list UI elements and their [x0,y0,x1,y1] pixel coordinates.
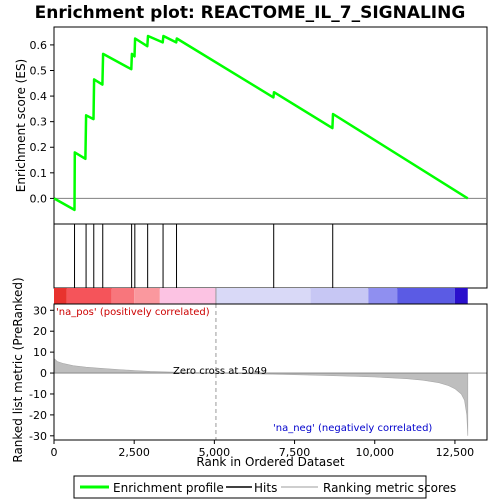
metric-y-axis-label: Ranked list metric (PreRanked) [11,277,25,462]
colorbar-segment [310,288,369,304]
colorbar-segment [397,288,455,304]
metric-y-tick-label: 20 [33,325,47,338]
metric-y-tick-label: 0 [40,367,47,380]
metric-y-tick-label: -10 [29,388,47,401]
metric-y-tick-label: -30 [29,430,47,443]
legend-label-enrichment: Enrichment profile [113,481,224,495]
colorbar-segment [134,288,160,304]
es-y-axis-label: Enrichment score (ES) [14,59,28,192]
colorbar-segment [111,288,135,304]
x-axis-label: Rank in Ordered Dataset [196,455,344,469]
pos-correlated-label: 'na_pos' (positively correlated) [56,307,210,318]
hits-panel [53,223,488,289]
x-tick-label: 2,500 [118,446,150,459]
x-tick-label: 12,500 [436,446,475,459]
colorbar-segment [368,288,398,304]
metric-y-ticks: -30 -20 -10 0 10 20 30 [29,304,54,443]
x-tick-label: 7,500 [279,446,311,459]
metric-y-tick-label: -20 [29,409,47,422]
es-y-tick-label: 0.2 [30,141,48,154]
colorbar-segment [66,288,112,304]
ranking-metric-area [53,357,469,436]
colorbar-segment [159,288,216,304]
metric-y-tick-label: 10 [33,346,47,359]
rank-colorbar [54,288,468,304]
legend-label-hits: Hits [254,481,277,495]
colorbar-segment [454,288,468,304]
metric-plot-frame [53,303,488,441]
x-tick-label: 0 [51,446,58,459]
es-y-tick-label: 0.4 [30,90,48,103]
ranking-metric-fill [53,357,469,436]
enrichment-profile-line [53,34,469,212]
hit-markers [74,224,334,288]
es-y-tick-label: 0.5 [30,64,48,77]
zero-cross-label: Zero cross at 5049 [173,366,267,377]
x-tick-label: 10,000 [355,446,394,459]
es-y-tick-label: 0.0 [30,192,48,205]
enrichment-profile-polyline [53,34,469,212]
es-panel: 0.0 0.1 0.2 0.3 0.4 0.5 0.6 Enrichment score (… [14,26,488,225]
x-tick-label: 5,000 [199,446,231,459]
metric-panel: -30 -20 -10 0 10 20 30 0 2,500 5,000 7,500 10,000 1… [11,277,488,469]
hits-frame [53,223,488,289]
es-y-tick-label: 0.3 [30,116,48,129]
es-plot-frame [53,26,488,225]
x-ticks: 0 2,500 5,000 7,500 10,000 12,500 [51,440,475,459]
neg-correlated-label: 'na_neg' (negatively correlated) [273,423,432,434]
legend: Enrichment profile Hits Ranking metric sco… [73,475,456,499]
chart-title: Enrichment plot: REACTOME_IL_7_SIGNALING [35,3,466,23]
colorbar-segment [215,288,311,304]
es-y-tick-label: 0.1 [30,167,48,180]
colorbar-segment [54,288,67,304]
metric-y-tick-label: 30 [33,304,47,317]
legend-label-metric: Ranking metric scores [323,481,456,495]
es-y-tick-label: 0.6 [30,39,48,52]
es-y-ticks: 0.0 0.1 0.2 0.3 0.4 0.5 0.6 [30,39,54,205]
